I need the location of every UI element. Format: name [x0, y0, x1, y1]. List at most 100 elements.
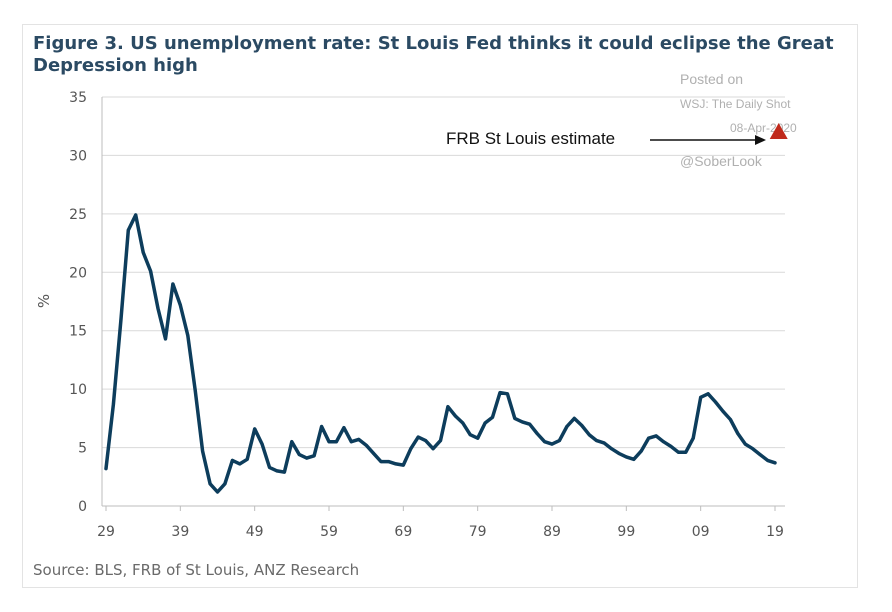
data-point-1955 [297, 453, 301, 457]
data-point-1973 [431, 447, 435, 451]
data-point-1935 [149, 269, 153, 273]
data-point-1941 [193, 388, 197, 392]
data-point-1966 [379, 460, 383, 464]
data-point-1982 [498, 391, 502, 395]
data-point-2013 [728, 418, 732, 421]
data-point-2003 [654, 434, 658, 438]
x-tick-label-49: 49 [246, 524, 264, 540]
data-point-1993 [580, 423, 584, 427]
watermark-posted-on: Posted on [680, 71, 743, 87]
data-point-1945 [223, 482, 227, 486]
chart-frame: Figure 3. US unemployment rate: St Louis… [22, 24, 858, 588]
data-point-1940 [186, 333, 190, 337]
series-line-unemployment-rate [104, 213, 777, 494]
y-tick-label-20: 20 [69, 265, 87, 281]
data-point-1978 [468, 433, 472, 437]
data-point-2011 [714, 400, 717, 404]
data-point-1947 [238, 462, 242, 466]
data-point-2017 [758, 453, 762, 457]
data-point-1981 [491, 415, 494, 419]
data-point-1971 [416, 435, 420, 439]
data-points [104, 213, 777, 494]
data-point-1968 [394, 462, 398, 466]
data-point-1979 [476, 436, 480, 440]
data-point-1959 [327, 440, 331, 444]
data-point-1995 [595, 439, 599, 443]
data-point-2010 [706, 392, 710, 396]
data-point-1991 [565, 425, 569, 428]
data-point-1994 [587, 433, 591, 437]
annotation-arrowhead [755, 135, 766, 145]
gridlines [102, 96, 785, 449]
data-point-1967 [387, 460, 390, 464]
annotation-label: FRB St Louis estimate [446, 129, 615, 148]
data-point-1964 [364, 443, 368, 447]
data-point-1997 [610, 447, 613, 451]
x-tick-label-39: 39 [171, 524, 189, 540]
data-point-1932 [126, 228, 130, 232]
data-point-1960 [334, 440, 338, 444]
data-point-2006 [676, 450, 680, 454]
data-point-1953 [282, 470, 286, 474]
y-tick-label-25: 25 [69, 207, 87, 223]
data-point-2000 [632, 457, 636, 461]
data-point-2008 [691, 436, 695, 440]
x-tick-label-29: 29 [97, 524, 115, 540]
data-point-1957 [312, 454, 316, 458]
y-tick-label-0: 0 [78, 499, 87, 515]
data-point-1942 [201, 449, 205, 453]
data-point-1989 [550, 442, 554, 446]
data-point-2004 [662, 440, 665, 444]
data-point-1986 [528, 422, 532, 426]
source-note: Source: BLS, FRB of St Louis, ANZ Resear… [33, 561, 360, 579]
x-tick-label-69: 69 [394, 524, 412, 540]
y-tick-label-5: 5 [78, 441, 87, 457]
data-point-1963 [357, 437, 361, 441]
data-point-1992 [572, 416, 576, 420]
data-point-1972 [424, 439, 428, 443]
data-point-1929 [104, 467, 108, 471]
data-point-1950 [260, 442, 264, 446]
x-tick-label-09: 09 [692, 524, 710, 540]
data-point-1998 [617, 451, 621, 455]
data-point-2009 [699, 395, 703, 399]
data-point-1980 [483, 421, 487, 425]
data-point-1975 [446, 405, 450, 409]
data-point-2014 [736, 432, 740, 435]
data-point-1956 [305, 456, 309, 460]
data-point-1946 [230, 458, 234, 462]
data-point-1937 [164, 337, 167, 341]
data-point-2002 [647, 436, 651, 440]
data-point-1939 [178, 303, 182, 307]
y-tick-label-10: 10 [69, 382, 87, 398]
y-tick-label-30: 30 [69, 148, 87, 164]
data-point-1987 [535, 432, 539, 435]
y-tick-label-15: 15 [69, 324, 87, 340]
data-point-1954 [290, 440, 294, 444]
data-point-1988 [543, 440, 547, 444]
data-point-2012 [721, 409, 725, 413]
data-point-2001 [639, 449, 643, 453]
data-point-1961 [342, 426, 346, 430]
y-axis-label: % [35, 294, 53, 308]
x-tick-label-19: 19 [766, 524, 784, 540]
x-tick-labels: 29 39 49 59 69 79 89 99 09 19 [97, 506, 784, 540]
data-point-1974 [439, 439, 442, 443]
data-point-1999 [624, 455, 628, 459]
watermark-handle: @SoberLook [680, 153, 763, 169]
data-point-1984 [513, 416, 517, 420]
data-point-1969 [401, 463, 405, 467]
x-tick-label-89: 89 [543, 524, 561, 540]
data-point-1938 [171, 282, 175, 286]
watermark-publication: WSJ: The Daily Shot [680, 97, 791, 111]
data-point-2018 [766, 458, 770, 462]
data-point-1990 [557, 439, 561, 443]
data-point-1996 [602, 441, 606, 445]
data-point-1944 [216, 490, 219, 494]
data-point-1930 [111, 402, 115, 406]
data-point-1934 [141, 250, 145, 254]
y-tick-labels: 0 5 10 15 20 25 30 35 [69, 90, 87, 515]
data-point-1983 [505, 392, 509, 396]
x-tick-label-79: 79 [469, 524, 487, 540]
